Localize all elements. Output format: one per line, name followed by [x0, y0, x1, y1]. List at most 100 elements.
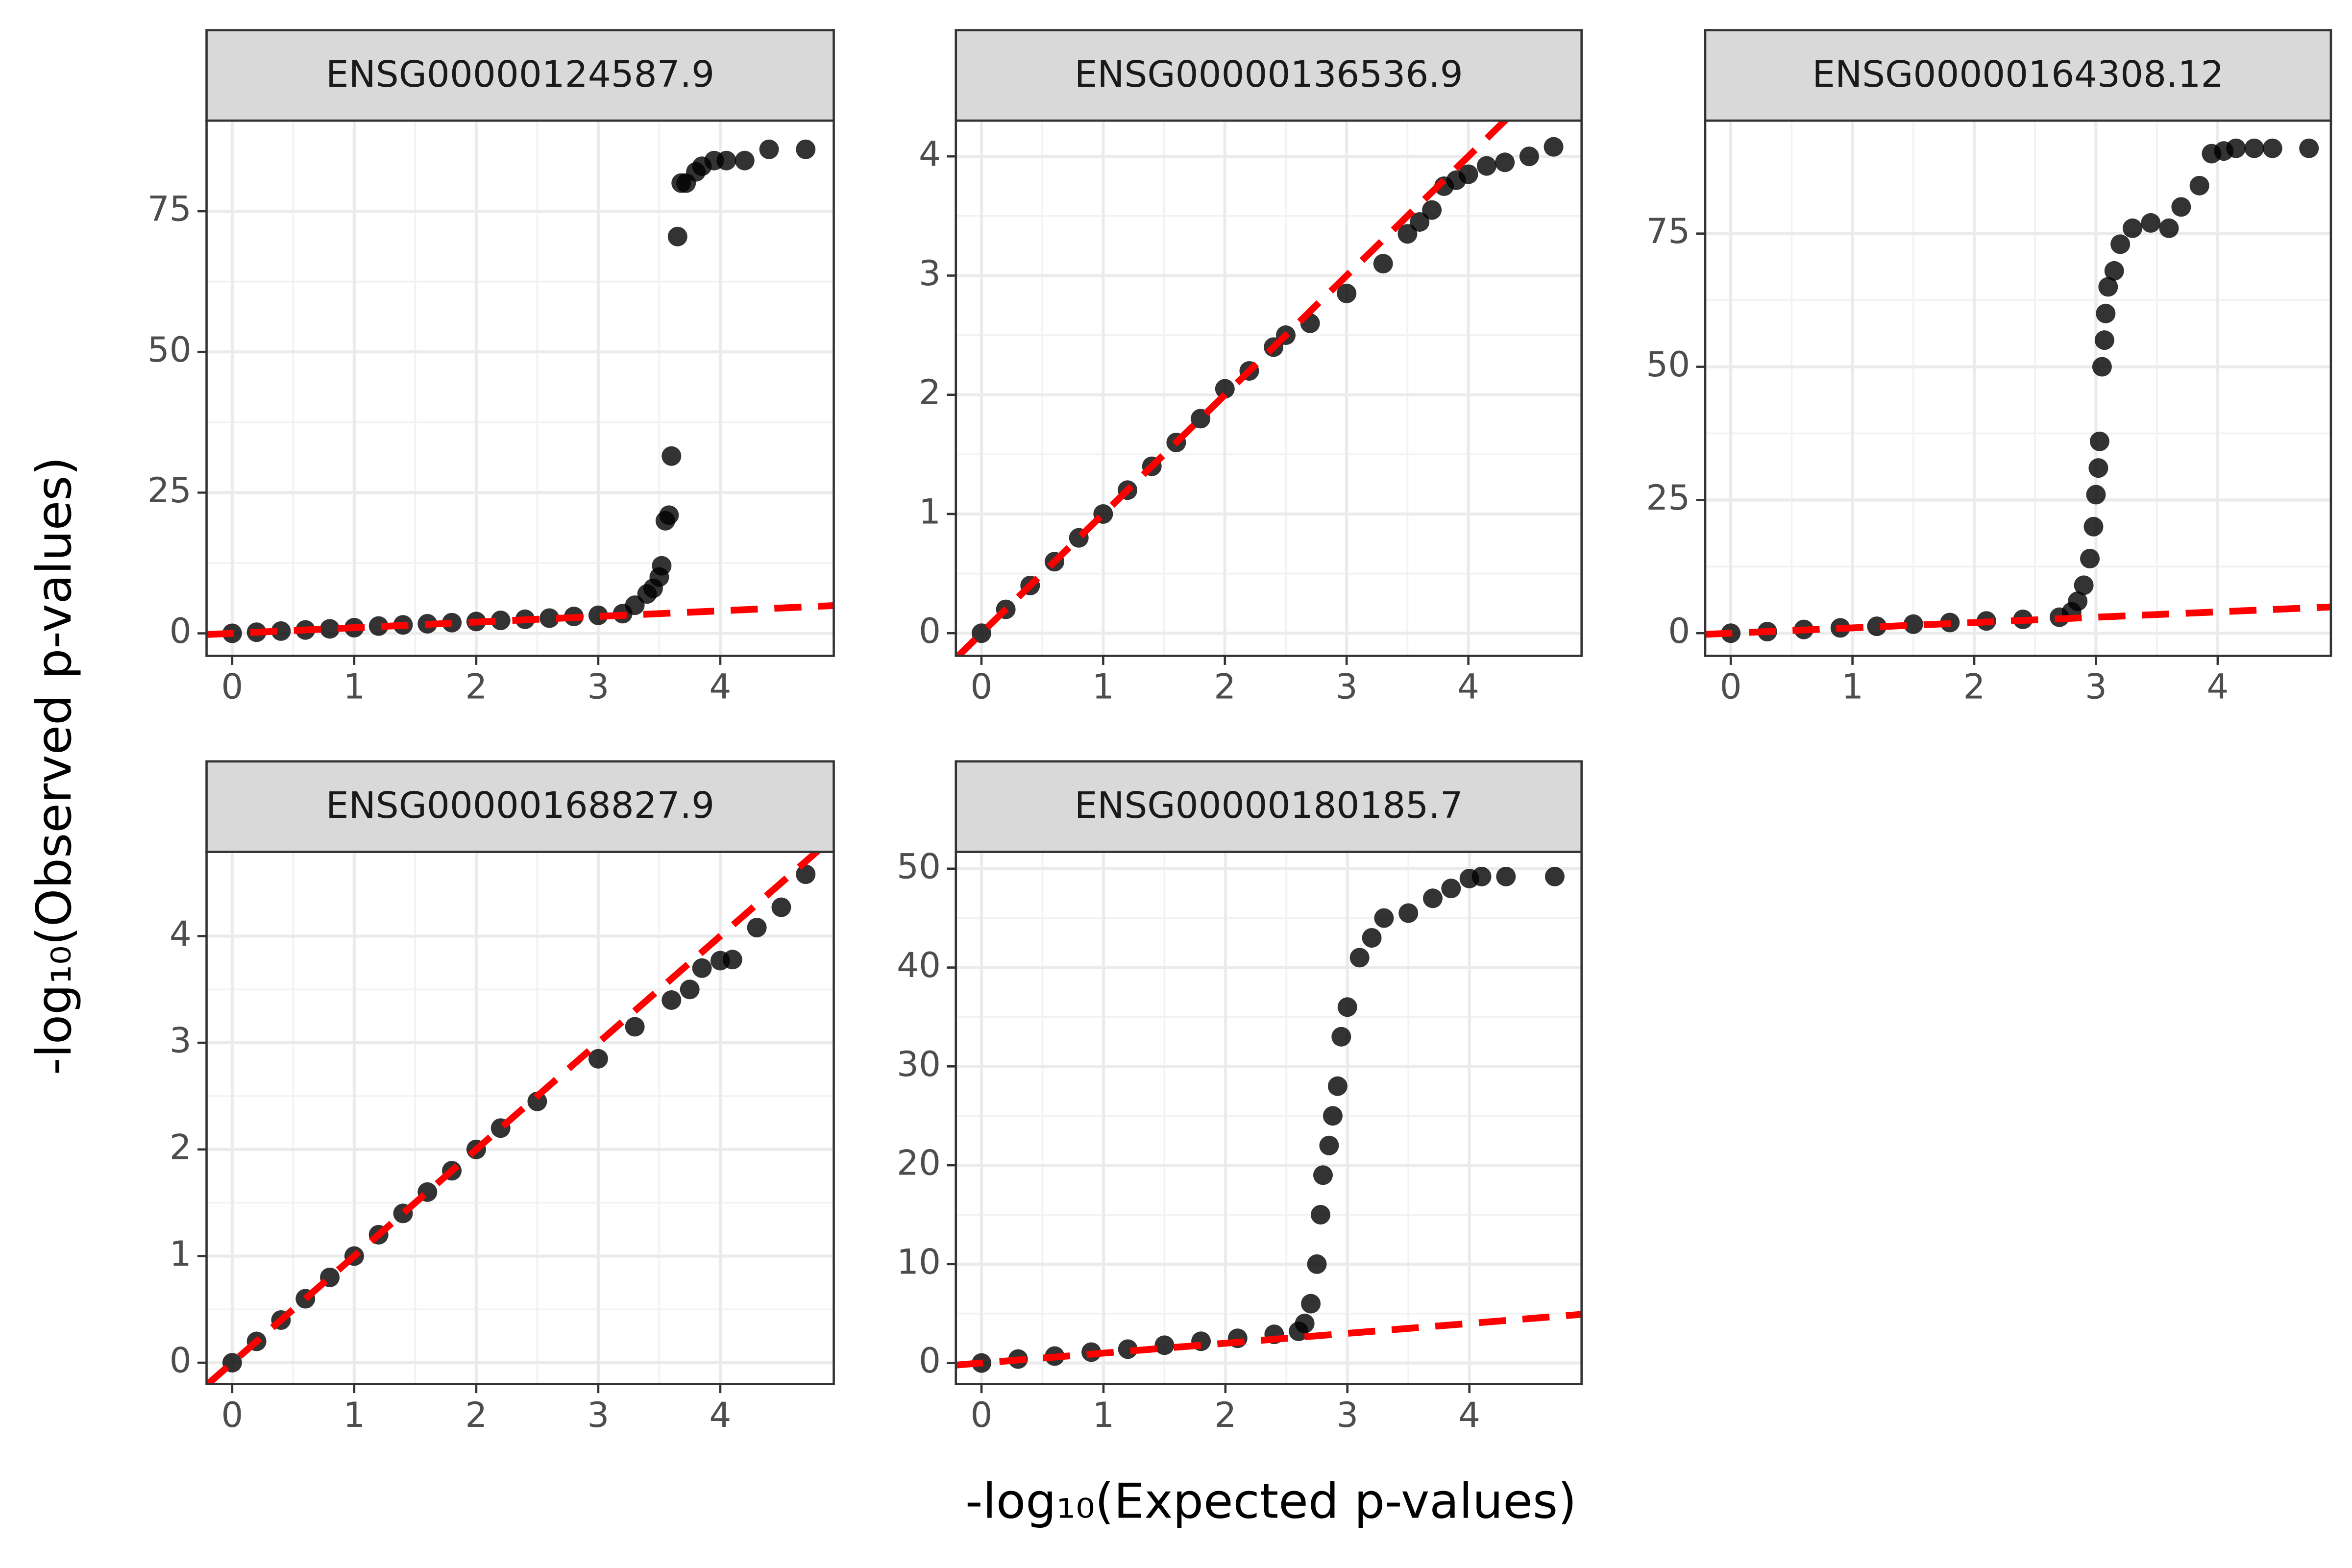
x-tick-label: 4 — [709, 666, 731, 707]
plot-marks — [206, 852, 822, 1384]
point — [1397, 224, 1418, 244]
y-tick-label: 30 — [897, 1044, 941, 1084]
point — [680, 980, 700, 1000]
x-tick-label: 1 — [1841, 666, 1863, 707]
x-tick-label: 3 — [2085, 666, 2107, 707]
point — [1154, 1335, 1175, 1355]
point — [1323, 1106, 1343, 1126]
y-tick-label: 25 — [1646, 477, 1690, 518]
point — [1374, 908, 1394, 928]
point — [1903, 614, 1923, 634]
y-tick-label: 2 — [170, 1127, 192, 1167]
point — [2122, 218, 2142, 238]
point — [1458, 164, 1478, 184]
y-tick-label: 75 — [1646, 211, 1690, 251]
y-tick-label: 1 — [919, 491, 941, 532]
strip-label: ENSG00000168827.9 — [326, 784, 714, 827]
y-tick-label: 4 — [170, 913, 192, 954]
point — [1362, 928, 1382, 948]
x-tick-label: 1 — [1092, 666, 1114, 707]
point — [2089, 431, 2109, 451]
point — [1337, 283, 1357, 303]
point — [1422, 200, 1442, 220]
y-tick-label: 50 — [897, 846, 941, 886]
y-tick-label: 3 — [919, 253, 941, 294]
plot-marks — [956, 121, 1564, 656]
x-tick-label: 4 — [1457, 666, 1479, 707]
point — [2226, 138, 2246, 158]
point — [2068, 591, 2088, 612]
x-tick-label: 0 — [221, 1395, 243, 1435]
point — [1313, 1165, 1333, 1185]
point — [759, 139, 779, 159]
point — [490, 611, 511, 631]
point — [1495, 152, 1515, 172]
x-tick-label: 1 — [1092, 1395, 1114, 1435]
y-tick-label: 0 — [170, 611, 192, 651]
point — [2088, 458, 2108, 478]
point — [2098, 277, 2118, 297]
x-tick-label: 0 — [970, 666, 992, 707]
point — [1307, 1254, 1327, 1274]
strip — [955, 29, 1583, 122]
x-tick-label: 2 — [1214, 1395, 1236, 1435]
panel-background — [956, 852, 1582, 1384]
y-tick-label: 2 — [919, 372, 941, 413]
y-tick-label: 25 — [147, 470, 192, 511]
point — [368, 616, 389, 636]
point — [1544, 866, 1565, 886]
point — [735, 150, 755, 171]
y-tick-label: 40 — [897, 945, 941, 985]
point — [1327, 1076, 1348, 1096]
strip-label: ENSG00000124587.9 — [326, 53, 714, 96]
x-tick-label: 1 — [343, 666, 365, 707]
strip — [1704, 29, 2332, 122]
point — [1349, 948, 1370, 968]
y-axis-title: -log₁₀(Observed p-values) — [26, 457, 82, 1075]
y-tick-label: 20 — [897, 1143, 941, 1183]
y-tick-label: 50 — [147, 329, 192, 370]
point — [1441, 879, 1461, 899]
point — [2299, 138, 2319, 158]
panel: 0 1 2 3 4 0 25 50 75 ENSG00000164308.12 — [1646, 29, 2332, 707]
x-tick-label: 3 — [1336, 666, 1358, 707]
y-tick-label: 0 — [919, 611, 941, 651]
x-tick-label: 4 — [709, 1395, 731, 1435]
point — [625, 1017, 645, 1037]
point — [588, 1049, 608, 1069]
point — [662, 446, 682, 466]
x-tick-label: 2 — [1963, 666, 1985, 707]
x-axis-title: -log₁₀(Expected p-values) — [965, 1474, 1577, 1530]
point — [1398, 903, 1419, 923]
point — [1476, 156, 1496, 176]
strip-label: ENSG00000136536.9 — [1075, 53, 1463, 96]
point — [1215, 379, 1235, 399]
strip — [205, 29, 835, 122]
point — [271, 621, 291, 641]
point — [2262, 138, 2282, 158]
point — [2244, 138, 2264, 158]
point — [2104, 261, 2124, 281]
strip — [955, 760, 1583, 853]
x-tick-label: 4 — [1458, 1395, 1480, 1435]
point — [659, 505, 679, 525]
reference-line — [956, 1311, 1582, 1369]
point — [2080, 549, 2100, 569]
point — [1410, 212, 1430, 232]
point — [662, 990, 682, 1010]
point — [527, 1091, 547, 1111]
point — [1331, 1027, 1351, 1047]
y-tick-label: 75 — [147, 189, 192, 229]
y-tick-label: 0 — [170, 1340, 192, 1381]
point — [747, 918, 767, 938]
point — [722, 950, 742, 970]
x-tick-label: 1 — [343, 1395, 365, 1435]
point — [2159, 218, 2179, 238]
strip — [205, 760, 835, 853]
panel: 0 1 2 3 4 0 1 2 3 4 ENSG00000136536.9 — [919, 29, 1583, 707]
x-tick-label: 4 — [2206, 666, 2229, 707]
point — [320, 619, 340, 639]
panel-background — [956, 121, 1582, 656]
point — [1319, 1135, 1339, 1155]
